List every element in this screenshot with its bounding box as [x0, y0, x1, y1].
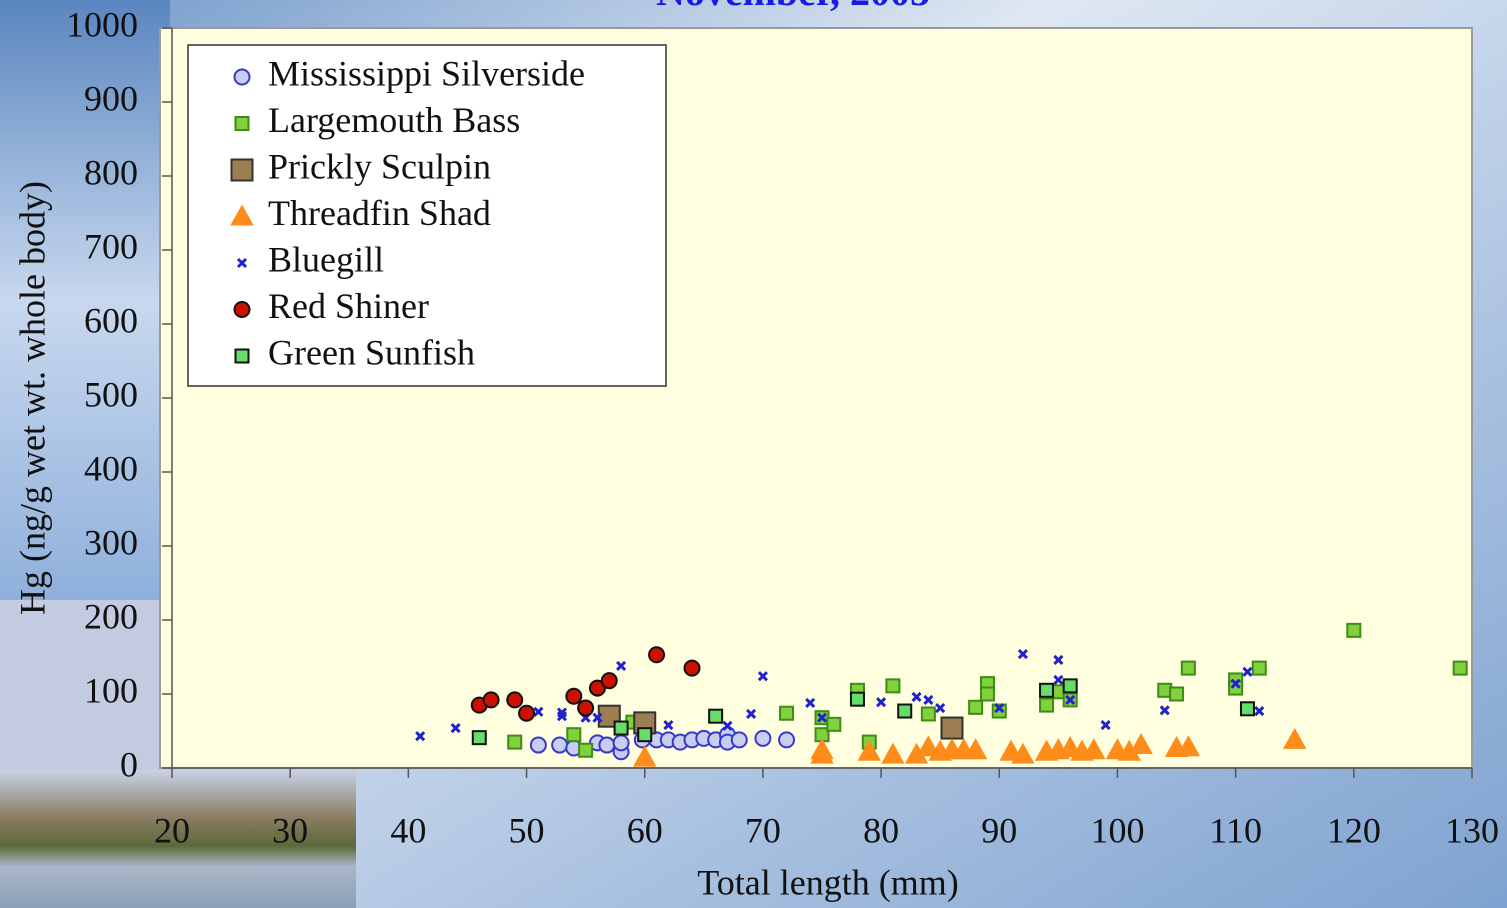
point	[649, 647, 664, 662]
point	[981, 688, 994, 701]
point	[969, 701, 982, 714]
point	[1241, 702, 1254, 715]
page: November, 2005 Total length (mm) Hg (ng/…	[0, 0, 1507, 908]
point	[1064, 679, 1077, 692]
point	[614, 735, 629, 750]
point	[579, 744, 592, 757]
x-tick-label: 30	[272, 810, 308, 850]
point	[779, 732, 794, 747]
x-tick-label: 40	[390, 810, 426, 850]
x-tick-label: 70	[745, 810, 781, 850]
point	[1040, 684, 1053, 697]
chart-title: November, 2005	[656, 0, 930, 14]
point	[508, 736, 521, 749]
legend-label: Bluegill	[268, 239, 384, 279]
point	[599, 738, 614, 753]
x-tick-label: 120	[1327, 810, 1381, 850]
legend-marker	[235, 70, 250, 85]
point	[685, 661, 700, 676]
legend-marker	[235, 302, 250, 317]
x-tick-label: 90	[981, 810, 1017, 850]
chart: November, 2005 Total length (mm) Hg (ng/…	[0, 0, 1507, 908]
point	[780, 707, 793, 720]
y-tick-label: 600	[84, 300, 138, 340]
point	[602, 673, 617, 688]
y-tick-label: 1000	[66, 4, 138, 44]
point	[1253, 662, 1266, 675]
point	[552, 738, 567, 753]
point	[1347, 624, 1360, 637]
x-tick-label: 110	[1209, 810, 1262, 850]
x-tick-label: 80	[863, 810, 899, 850]
point	[942, 718, 963, 739]
y-tick-label: 700	[84, 226, 138, 266]
point	[1170, 688, 1183, 701]
point	[1040, 699, 1053, 712]
legend-label: Mississippi Silverside	[268, 53, 585, 93]
y-tick-label: 500	[84, 374, 138, 414]
legend-label: Threadfin Shad	[268, 193, 491, 233]
y-tick-label: 900	[84, 78, 138, 118]
point	[709, 710, 722, 723]
point	[851, 693, 864, 706]
x-tick-label: 60	[627, 810, 663, 850]
point	[1454, 662, 1467, 675]
legend-label: Red Shiner	[268, 286, 429, 326]
x-tick-label: 50	[509, 810, 545, 850]
y-tick-label: 800	[84, 152, 138, 192]
y-tick-label: 300	[84, 522, 138, 562]
point	[615, 722, 628, 735]
y-tick-label: 200	[84, 596, 138, 636]
point	[566, 689, 581, 704]
legend: Mississippi Silverside Largemouth Bass Pri…	[188, 45, 666, 386]
point	[898, 705, 911, 718]
point	[578, 701, 593, 716]
point	[519, 706, 534, 721]
legend-marker	[236, 117, 249, 130]
point	[531, 738, 546, 753]
point	[1182, 662, 1195, 675]
point	[567, 728, 580, 741]
x-tick-label: 20	[154, 810, 190, 850]
legend-label: Prickly Sculpin	[268, 146, 491, 186]
legend-marker	[236, 350, 249, 363]
point	[484, 692, 499, 707]
x-tick-label: 130	[1445, 810, 1499, 850]
point	[638, 728, 651, 741]
point	[886, 679, 899, 692]
x-tick-label: 100	[1090, 810, 1144, 850]
point	[827, 718, 840, 731]
y-axis-label: Hg (ng/g wet wt. whole body)	[12, 181, 52, 615]
point	[755, 731, 770, 746]
x-axis-label: Total length (mm)	[697, 862, 958, 902]
y-tick-label: 0	[120, 744, 138, 784]
point	[732, 732, 747, 747]
y-tick-label: 100	[84, 670, 138, 710]
point	[473, 731, 486, 744]
point	[922, 707, 935, 720]
legend-label: Largemouth Bass	[268, 100, 520, 140]
legend-label: Green Sunfish	[268, 332, 475, 372]
legend-marker	[232, 160, 253, 181]
point	[507, 692, 522, 707]
y-tick-label: 400	[84, 448, 138, 488]
